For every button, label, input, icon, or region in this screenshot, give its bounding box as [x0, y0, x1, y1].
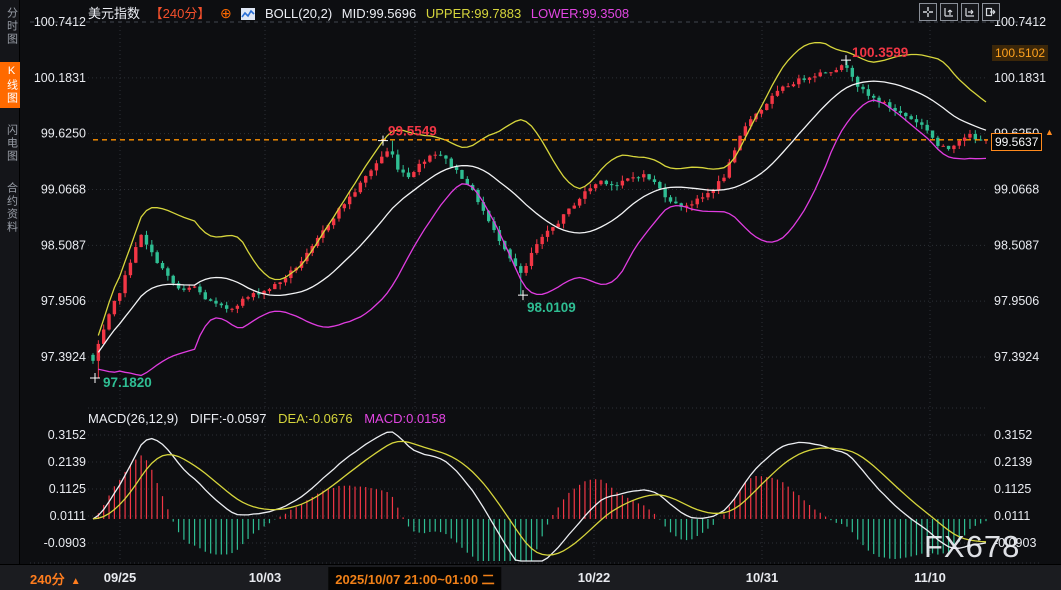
period-label: 【240分】 [150, 6, 211, 21]
x-axis-date: 10/31 [746, 570, 779, 585]
svg-text:-0.0903: -0.0903 [44, 536, 86, 550]
svg-text:0.0111: 0.0111 [994, 509, 1030, 523]
chart-toolbar [919, 3, 1000, 21]
fx678-watermark: FX678 [924, 529, 1020, 565]
svg-text:99.5549: 99.5549 [388, 124, 437, 139]
svg-text:100.1831: 100.1831 [34, 71, 86, 85]
price-pointer-icon: ▲ [1045, 127, 1054, 137]
boll-mid-value: MID:99.5696 [342, 6, 416, 21]
svg-text:0.0111: 0.0111 [50, 509, 86, 523]
svg-text:98.5087: 98.5087 [41, 238, 86, 252]
indicator-chart-icon[interactable] [241, 8, 255, 20]
last-price-badge: 99.5637 [991, 133, 1042, 151]
macd-macd-value: MACD:0.0158 [364, 411, 446, 426]
period-dropdown-icon: ▲ [71, 576, 81, 587]
chart-header: 美元指数 【240分】 ⊕ BOLL(20,2) MID:99.5696 UPP… [88, 3, 635, 22]
band-high-badge: 100.5102 [992, 45, 1048, 61]
svg-text:0.2139: 0.2139 [994, 455, 1032, 469]
pan-right-icon[interactable] [982, 3, 1000, 21]
price-chart-svg[interactable]: 100.7412 100.7412 100.1831 100.1831 99.6250 9… [0, 0, 1061, 590]
svg-text:99.6250: 99.6250 [41, 127, 86, 141]
time-axis-bar: 240分▲ 09/25 10/03 2025/10/07 21:00~01:00… [0, 564, 1061, 590]
svg-text:100.3599: 100.3599 [852, 45, 908, 60]
macd-settings-label: MACD(26,12,9) [88, 411, 178, 426]
svg-text:97.3924: 97.3924 [994, 350, 1039, 364]
svg-text:97.1820: 97.1820 [103, 375, 152, 390]
crosshair-icon[interactable] [919, 3, 937, 21]
svg-text:0.1125: 0.1125 [994, 482, 1031, 496]
x-axis-date: 09/25 [104, 570, 137, 585]
x-axis-date: 11/10 [914, 570, 946, 585]
svg-text:97.9506: 97.9506 [41, 294, 86, 308]
svg-text:97.3924: 97.3924 [41, 350, 86, 364]
svg-text:97.9506: 97.9506 [994, 294, 1039, 308]
svg-text:100.1831: 100.1831 [994, 71, 1046, 85]
svg-text:0.3152: 0.3152 [48, 428, 86, 442]
add-indicator-icon[interactable]: ⊕ [220, 5, 232, 21]
svg-text:100.7412: 100.7412 [994, 15, 1046, 29]
svg-text:0.2139: 0.2139 [48, 455, 86, 469]
macd-dea-value: DEA:-0.0676 [278, 411, 352, 426]
svg-text:100.7412: 100.7412 [34, 15, 86, 29]
zoom-vertical-icon[interactable] [940, 3, 958, 21]
svg-text:0.3152: 0.3152 [994, 428, 1032, 442]
x-axis-date: 10/03 [249, 570, 282, 585]
macd-header: MACD(26,12,9) DIFF:-0.0597 DEA:-0.0676 M… [88, 411, 454, 426]
period-selector[interactable]: 240分▲ [30, 569, 81, 588]
boll-upper-value: UPPER:99.7883 [426, 6, 521, 21]
zoom-horizontal-icon[interactable] [961, 3, 979, 21]
session-time-label: 2025/10/07 21:00~01:00 二 [328, 567, 501, 590]
svg-text:0.1125: 0.1125 [49, 482, 86, 496]
fx678-chart-window: 分时图 K线图 闪电图 合约资料 美元指数 【240分】 ⊕ BOLL(20,2… [0, 0, 1061, 590]
instrument-title: 美元指数 [88, 6, 140, 21]
svg-text:98.5087: 98.5087 [994, 238, 1039, 252]
macd-diff-value: DIFF:-0.0597 [190, 411, 267, 426]
boll-label: BOLL(20,2) [265, 6, 332, 21]
svg-text:99.0668: 99.0668 [994, 183, 1039, 197]
x-axis-date: 10/22 [578, 570, 611, 585]
svg-text:98.0109: 98.0109 [527, 300, 576, 315]
boll-lower-value: LOWER:99.3508 [531, 6, 629, 21]
svg-text:99.0668: 99.0668 [41, 183, 86, 197]
